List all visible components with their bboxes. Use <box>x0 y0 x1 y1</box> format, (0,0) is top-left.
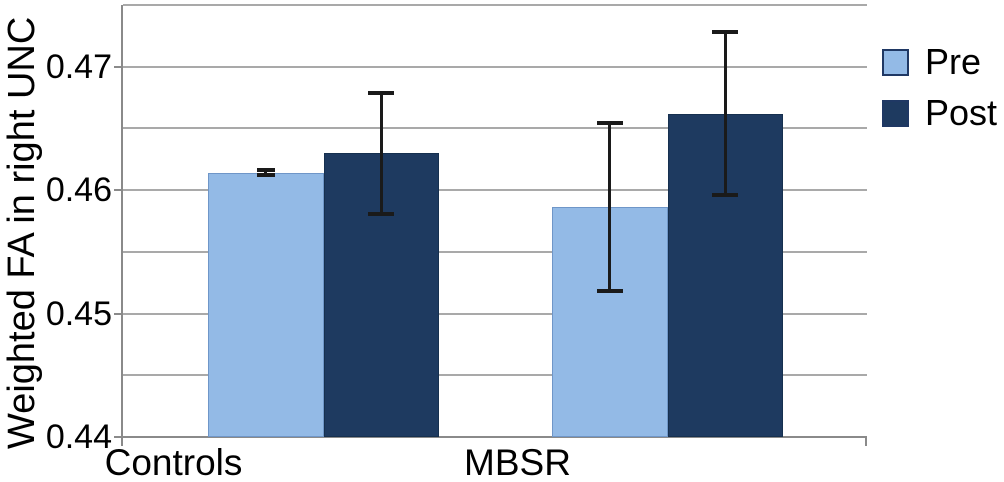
legend-swatch-pre <box>882 48 909 76</box>
gridline <box>123 189 867 192</box>
gridline <box>123 65 867 68</box>
error-bar-line-mbsr-post <box>723 32 727 196</box>
legend-label-post: Post <box>925 92 998 133</box>
error-bar-cap-bottom-controls-pre <box>256 173 275 178</box>
error-bar-line-mbsr-pre <box>608 123 612 292</box>
legend-label-pre: Pre <box>925 41 982 82</box>
bar-controls-pre <box>208 172 324 437</box>
legend-item-post: Post <box>882 95 997 131</box>
y-axis-tick <box>114 65 121 68</box>
y-axis-tick-label: 0.46 <box>45 171 112 210</box>
gridline <box>123 4 867 6</box>
x-axis-label-controls: Controls <box>104 442 243 482</box>
error-bar-cap-bottom-mbsr-pre <box>596 289 623 294</box>
error-bar-line-controls-pre <box>264 170 268 176</box>
legend-item-pre: Pre <box>882 44 981 80</box>
y-axis-tick-label: 0.47 <box>45 47 112 86</box>
y-axis-tick-label: 0.45 <box>45 294 112 333</box>
error-bar-cap-top-controls-post <box>368 90 395 95</box>
y-axis-tick <box>114 189 121 192</box>
x-axis-label-mbsr: MBSR <box>464 442 571 482</box>
gridline <box>123 250 867 253</box>
error-bar-cap-top-mbsr-pre <box>596 121 623 126</box>
legend-swatch-post <box>882 99 909 127</box>
error-bar-cap-top-controls-pre <box>256 168 275 173</box>
gridline <box>123 127 867 130</box>
error-bar-line-controls-post <box>379 92 383 214</box>
y-axis-tick <box>114 312 121 315</box>
error-bar-cap-bottom-controls-post <box>368 211 395 216</box>
error-bar-cap-top-mbsr-post <box>712 30 739 35</box>
gridline <box>123 312 867 315</box>
y-axis-line <box>121 5 123 446</box>
error-bar-cap-bottom-mbsr-post <box>712 193 739 198</box>
gridline <box>123 374 867 377</box>
x-axis-end-tick <box>865 437 867 446</box>
y-axis-tick <box>114 436 121 438</box>
y-axis-tick-label: 0.44 <box>45 418 112 456</box>
x-axis-line <box>121 436 867 438</box>
